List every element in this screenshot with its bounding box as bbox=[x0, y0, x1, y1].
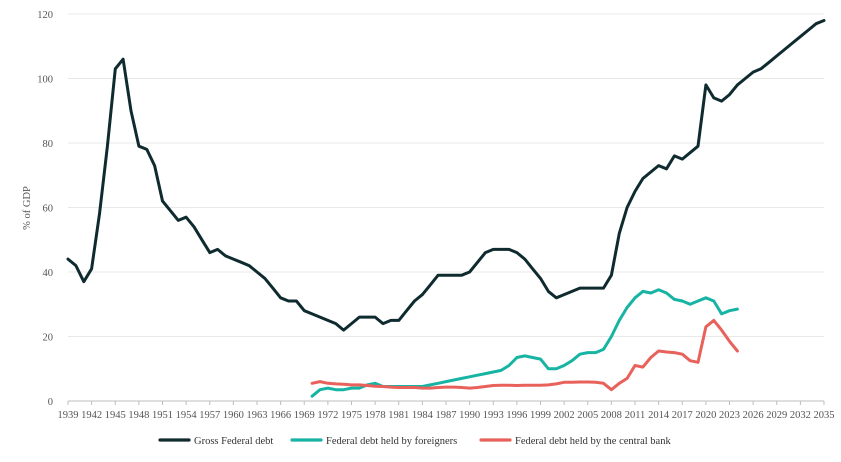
y-tick-label-0: 0 bbox=[48, 397, 53, 408]
x-tick-label-1960: 1960 bbox=[223, 410, 244, 421]
y-axis-ticks: 0 20 40 60 80 100 120 bbox=[37, 10, 53, 408]
y-tick-label-20: 20 bbox=[43, 333, 54, 344]
x-tick-label-2026: 2026 bbox=[743, 410, 764, 421]
x-tick-label-2014: 2014 bbox=[648, 410, 670, 421]
x-tick-label-1990: 1990 bbox=[459, 410, 480, 421]
x-tick-label-2008: 2008 bbox=[601, 410, 622, 421]
x-tick-label-1942: 1942 bbox=[81, 410, 102, 421]
y-tick-label-120: 120 bbox=[37, 10, 53, 21]
x-tick-label-1963: 1963 bbox=[247, 410, 268, 421]
x-tick-label-1987: 1987 bbox=[436, 410, 457, 421]
x-tick-label-1996: 1996 bbox=[506, 410, 527, 421]
y-tick-label-100: 100 bbox=[37, 75, 53, 86]
x-tick-label-1945: 1945 bbox=[105, 410, 126, 421]
data-series bbox=[66, 19, 826, 398]
series-line-1 bbox=[66, 19, 826, 332]
x-tick-label-2017: 2017 bbox=[672, 410, 693, 421]
x-tick-label-1993: 1993 bbox=[483, 410, 504, 421]
x-tick-label-2035: 2035 bbox=[814, 410, 835, 421]
x-axis-ticks: 1939 1942 1945 1948 1951 1954 1957 1960 1963 1966… bbox=[58, 401, 835, 421]
y-tick-label-40: 40 bbox=[43, 268, 54, 279]
x-tick-label-1975: 1975 bbox=[341, 410, 362, 421]
series-line-2 bbox=[310, 288, 739, 398]
y-tick-label-80: 80 bbox=[43, 139, 54, 150]
x-tick-label-1957: 1957 bbox=[199, 410, 220, 421]
x-tick-label-1999: 1999 bbox=[530, 410, 551, 421]
y-tick-label-60: 60 bbox=[43, 204, 54, 215]
gridlines bbox=[68, 13, 824, 337]
x-tick-label-2032: 2032 bbox=[790, 410, 811, 421]
x-tick-label-1978: 1978 bbox=[365, 410, 386, 421]
x-tick-label-2020: 2020 bbox=[695, 410, 716, 421]
series-line-3 bbox=[310, 318, 739, 392]
x-tick-label-2029: 2029 bbox=[766, 410, 787, 421]
x-tick-label-1984: 1984 bbox=[412, 410, 434, 421]
x-tick-label-1951: 1951 bbox=[152, 410, 173, 421]
x-tick-label-1948: 1948 bbox=[128, 410, 149, 421]
x-tick-label-2005: 2005 bbox=[577, 410, 598, 421]
legend-label-3: Federal debt held by the central bank bbox=[515, 436, 671, 447]
x-tick-label-2011: 2011 bbox=[625, 410, 646, 421]
x-tick-label-1972: 1972 bbox=[317, 410, 338, 421]
x-tick-label-1939: 1939 bbox=[58, 410, 79, 421]
y-axis-title: % of GDP bbox=[22, 186, 33, 230]
legend-label-2: Federal debt held by foreigners bbox=[326, 436, 457, 447]
x-tick-label-1969: 1969 bbox=[294, 410, 315, 421]
legend: Gross Federal debt Federal debt held by f… bbox=[158, 436, 671, 447]
x-tick-label-1966: 1966 bbox=[270, 410, 291, 421]
legend-label-1: Gross Federal debt bbox=[194, 436, 273, 447]
x-tick-label-2023: 2023 bbox=[719, 410, 740, 421]
x-tick-label-1981: 1981 bbox=[388, 410, 409, 421]
x-tick-label-1954: 1954 bbox=[176, 410, 198, 421]
x-tick-label-2002: 2002 bbox=[554, 410, 575, 421]
